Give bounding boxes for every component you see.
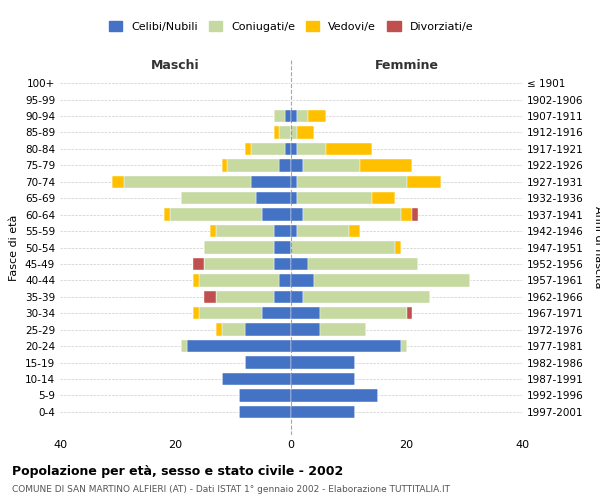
Text: Femmine: Femmine: [374, 58, 439, 71]
Bar: [291, 192, 297, 204]
Bar: [285, 110, 291, 122]
Bar: [181, 192, 256, 204]
Bar: [401, 208, 412, 221]
Bar: [291, 176, 297, 188]
Bar: [216, 290, 274, 303]
Bar: [210, 225, 216, 237]
Bar: [291, 356, 355, 368]
Bar: [291, 340, 401, 352]
Bar: [314, 274, 470, 286]
Bar: [239, 406, 291, 418]
Bar: [227, 159, 280, 172]
Bar: [193, 307, 199, 320]
Bar: [187, 340, 291, 352]
Bar: [326, 143, 372, 155]
Bar: [216, 324, 222, 336]
Bar: [320, 307, 407, 320]
Bar: [181, 340, 187, 352]
Bar: [291, 290, 302, 303]
Bar: [262, 307, 291, 320]
Bar: [280, 159, 291, 172]
Bar: [222, 373, 291, 385]
Bar: [407, 176, 441, 188]
Bar: [291, 258, 308, 270]
Bar: [302, 290, 430, 303]
Bar: [216, 225, 274, 237]
Bar: [199, 307, 262, 320]
Bar: [193, 258, 205, 270]
Bar: [245, 143, 251, 155]
Bar: [222, 324, 245, 336]
Bar: [291, 110, 297, 122]
Y-axis label: Anni di nascita: Anni di nascita: [593, 206, 600, 289]
Bar: [291, 389, 377, 402]
Bar: [349, 225, 360, 237]
Bar: [245, 324, 291, 336]
Bar: [256, 192, 291, 204]
Bar: [308, 110, 326, 122]
Text: Popolazione per età, sesso e stato civile - 2002: Popolazione per età, sesso e stato civil…: [12, 465, 343, 478]
Bar: [251, 143, 285, 155]
Bar: [193, 274, 199, 286]
Bar: [297, 143, 326, 155]
Bar: [285, 143, 291, 155]
Bar: [124, 176, 251, 188]
Bar: [205, 258, 274, 270]
Bar: [291, 126, 297, 138]
Legend: Celibi/Nubili, Coniugati/e, Vedovi/e, Divorziati/e: Celibi/Nubili, Coniugati/e, Vedovi/e, Di…: [104, 17, 478, 36]
Bar: [262, 208, 291, 221]
Bar: [291, 324, 320, 336]
Bar: [199, 274, 280, 286]
Bar: [205, 290, 216, 303]
Bar: [297, 176, 407, 188]
Bar: [112, 176, 124, 188]
Bar: [302, 159, 360, 172]
Y-axis label: Fasce di età: Fasce di età: [10, 214, 19, 280]
Bar: [291, 208, 302, 221]
Bar: [297, 110, 308, 122]
Bar: [280, 126, 291, 138]
Bar: [360, 159, 412, 172]
Bar: [407, 307, 412, 320]
Bar: [291, 242, 395, 254]
Bar: [320, 324, 366, 336]
Text: COMUNE DI SAN MARTINO ALFIERI (AT) - Dati ISTAT 1° gennaio 2002 - Elaborazione T: COMUNE DI SAN MARTINO ALFIERI (AT) - Dat…: [12, 485, 450, 494]
Text: Maschi: Maschi: [151, 58, 200, 71]
Bar: [297, 225, 349, 237]
Bar: [372, 192, 395, 204]
Bar: [297, 192, 372, 204]
Bar: [291, 307, 320, 320]
Bar: [222, 159, 227, 172]
Bar: [291, 225, 297, 237]
Bar: [401, 340, 407, 352]
Bar: [412, 208, 418, 221]
Bar: [308, 258, 418, 270]
Bar: [395, 242, 401, 254]
Bar: [274, 242, 291, 254]
Bar: [164, 208, 170, 221]
Bar: [274, 110, 285, 122]
Bar: [274, 126, 280, 138]
Bar: [239, 389, 291, 402]
Bar: [251, 176, 291, 188]
Bar: [291, 373, 355, 385]
Bar: [245, 356, 291, 368]
Bar: [291, 274, 314, 286]
Bar: [291, 406, 355, 418]
Bar: [205, 242, 274, 254]
Bar: [274, 225, 291, 237]
Bar: [291, 159, 302, 172]
Bar: [170, 208, 262, 221]
Bar: [302, 208, 401, 221]
Bar: [280, 274, 291, 286]
Bar: [297, 126, 314, 138]
Bar: [274, 290, 291, 303]
Bar: [274, 258, 291, 270]
Bar: [291, 143, 297, 155]
